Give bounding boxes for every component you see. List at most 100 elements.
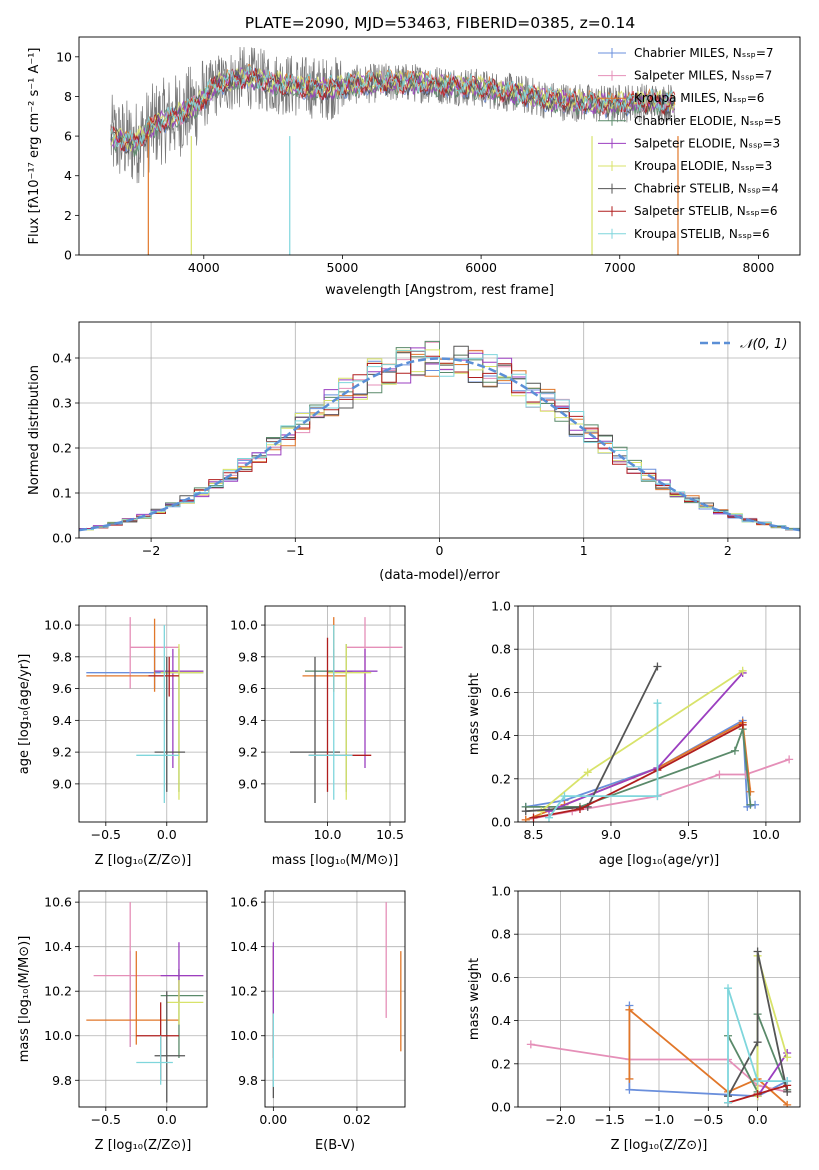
y-tick-label: 9.2: [238, 745, 258, 760]
y-tick-label: 2: [64, 208, 72, 223]
y-tick-label: 9.8: [238, 649, 258, 664]
y-tick-label: 6: [64, 129, 72, 144]
x-tick-label: 4000: [188, 260, 220, 275]
y-tick-label: 4: [64, 168, 72, 183]
axes-frame: [78, 321, 801, 539]
mass-weight-line: [548, 672, 744, 813]
y-tick-label: 0.4: [52, 351, 72, 366]
x-tick-label: 5000: [327, 260, 359, 275]
legend: Chabrier MILES, Nₛₛₚ=7 Salpeter MILES, Nₛ…: [598, 46, 781, 241]
y-tick-label: 9.4: [52, 713, 72, 728]
y-axis-label: Flux [fλ10⁻¹⁷ erg cm⁻² s⁻¹ A⁻¹]: [27, 48, 42, 245]
spectrum-axes: 4000 5000 6000 7000 8000 0 2 4 6 8 10 PLATE=2090, M…: [27, 14, 801, 298]
plot-area: [79, 606, 207, 822]
y-axis-label: Normed distribution: [27, 365, 42, 495]
x-tick-label: 8000: [742, 260, 774, 275]
model-spectrum-line: [110, 67, 676, 152]
y-tick-label: 0.0: [52, 531, 72, 546]
x-tick-label: −0.5: [91, 1112, 121, 1127]
mass-weight-marker: [521, 807, 530, 816]
y-tick-label: 9.6: [238, 681, 258, 696]
axes-frame: [78, 605, 208, 823]
mass-weight-marker: [583, 768, 592, 777]
y-tick-label: 0.0: [491, 815, 511, 830]
y-tick-label: 10.2: [44, 984, 72, 999]
x-tick-label: −1.5: [595, 1112, 625, 1127]
y-tick-label: 0.2: [491, 771, 511, 786]
legend-label: Kroupa ELODIE, Nₛₛₚ=3: [634, 159, 772, 173]
legend-label: 𝒩(0, 1): [740, 337, 787, 352]
mass-weight-marker: [544, 813, 553, 822]
y-tick-label: 1.0: [491, 884, 511, 899]
axes-frame: [264, 605, 406, 823]
plot-area: [518, 606, 800, 822]
y-tick-label: 0.2: [491, 1056, 511, 1071]
x-tick-label: −1: [286, 543, 304, 558]
age-vs-Z-axes: −0.5 0.0 9.0 9.2 9.4 9.6 9.8 10.0 Z [log₁₀(Z/Z⊙)…: [17, 605, 208, 868]
axes-frame: [264, 890, 406, 1108]
x-tick-label: 7000: [604, 260, 636, 275]
mass-weight-marker: [738, 720, 747, 729]
x-tick-label: 0: [436, 543, 444, 558]
mass-weight-marker: [715, 770, 724, 779]
y-tick-label: 0: [64, 248, 72, 263]
y-axis-label: mass [log₁₀(M/M⊙)]: [17, 936, 32, 1063]
legend: 𝒩(0, 1): [700, 337, 787, 352]
legend-label: Kroupa STELIB, Nₛₛₚ=6: [634, 227, 770, 241]
chart-title: PLATE=2090, MJD=53463, FIBERID=0385, z=0…: [245, 14, 635, 32]
mass-weight-marker: [753, 947, 762, 956]
y-axis-label: mass weight: [467, 958, 482, 1040]
y-tick-label: 0.8: [491, 927, 511, 942]
axes-frame: [517, 890, 801, 1108]
plot-area: [79, 891, 207, 1107]
residual-histogram-step: [79, 350, 800, 531]
x-tick-label: 0.0: [748, 1112, 768, 1127]
y-tick-label: 10: [56, 49, 72, 64]
x-tick-label: 8.5: [524, 827, 544, 842]
mass-weight-marker: [575, 805, 584, 814]
y-tick-label: 0.4: [491, 728, 511, 743]
y-tick-label: 10.0: [230, 618, 258, 633]
x-tick-label: 9.5: [678, 827, 698, 842]
y-tick-label: 9.0: [238, 776, 258, 791]
legend-label: Kroupa MILES, Nₛₛₚ=6: [634, 91, 764, 105]
x-tick-label: −0.5: [693, 1112, 723, 1127]
mass-vs-Z-axes: −0.5 0.0 9.8 10.0 10.2 10.4 10.6 Z [log₁₀(Z/Z⊙)…: [17, 890, 208, 1153]
plot-area: [265, 891, 405, 1107]
x-axis-label: wavelength [Angstrom, rest frame]: [325, 283, 554, 298]
mass-weight-marker: [653, 792, 662, 801]
mass-weight-marker: [560, 792, 569, 801]
axes-frame: [78, 36, 801, 256]
legend-label: Chabrier STELIB, Nₛₛₚ=4: [634, 182, 779, 196]
y-tick-label: 0.4: [491, 1013, 511, 1028]
mass-weight-marker: [625, 1085, 634, 1094]
mass-weight-marker: [653, 662, 662, 671]
x-axis-label: (data-model)/error: [379, 568, 500, 583]
legend-label: Salpeter ELODIE, Nₛₛₚ=3: [634, 136, 780, 150]
plot-area: [79, 322, 800, 538]
model-spectrum-line: [110, 65, 675, 150]
y-tick-label: 10.6: [44, 895, 72, 910]
y-tick-label: 10.4: [44, 939, 72, 954]
mass-weight-marker: [783, 1053, 792, 1062]
y-axis-label: mass weight: [467, 673, 482, 755]
mass-weight-marker: [625, 1005, 634, 1014]
x-tick-label: 2: [724, 543, 732, 558]
mass-weight-line: [548, 703, 659, 819]
y-tick-label: 9.4: [238, 713, 258, 728]
x-axis-label: Z [log₁₀(Z/Z⊙)]: [95, 853, 192, 868]
mass-weight-line: [533, 724, 744, 819]
mass-weight-marker: [625, 1074, 634, 1083]
axes-frame: [517, 605, 801, 823]
x-tick-label: 10.0: [314, 827, 342, 842]
legend-label: Salpeter STELIB, Nₛₛₚ=6: [634, 204, 778, 218]
x-axis-label: Z [log₁₀(Z/Z⊙)]: [611, 1138, 708, 1153]
y-tick-label: 9.0: [52, 776, 72, 791]
x-tick-label: 0.00: [259, 1112, 287, 1127]
axes-frame: [78, 890, 208, 1108]
x-axis-label: mass [log₁₀(M/M⊙)]: [272, 853, 399, 868]
y-tick-label: 0.3: [52, 396, 72, 411]
x-tick-label: −2.0: [545, 1112, 575, 1127]
x-tick-label: −0.5: [91, 827, 121, 842]
